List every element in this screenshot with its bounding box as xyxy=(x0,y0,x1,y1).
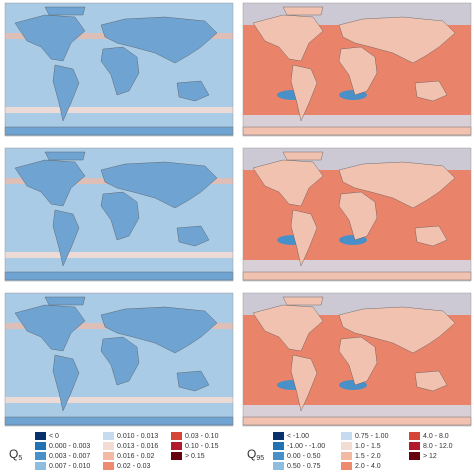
legend-swatch xyxy=(409,452,420,460)
legend-title-sub: 5 xyxy=(18,455,22,462)
legend-swatch xyxy=(35,452,46,460)
legend-label: 0.00 - 0.50 xyxy=(287,453,321,460)
frame xyxy=(242,292,472,427)
legend-label: 1.0 - 1.5 xyxy=(355,443,381,450)
legend-swatch xyxy=(35,462,46,470)
legend-swatch xyxy=(35,432,46,440)
legend-label: 0.013 - 0.016 xyxy=(117,443,158,450)
legend-swatch xyxy=(341,462,352,470)
legend-swatch xyxy=(273,442,284,450)
map-panel xyxy=(242,147,472,282)
frame xyxy=(242,147,472,282)
legend-swatch xyxy=(341,452,352,460)
legend-swatch xyxy=(171,442,182,450)
legend-label: 0.000 - 0.003 xyxy=(49,443,90,450)
legend-label: 0.10 - 0.15 xyxy=(185,443,219,450)
frame xyxy=(242,2,472,137)
legend-label: 0.02 - 0.03 xyxy=(117,463,151,470)
legend-title: Q95 xyxy=(247,447,264,462)
legend-label: < 0 xyxy=(49,433,59,440)
frame xyxy=(4,2,234,137)
legend-swatch xyxy=(341,432,352,440)
legend-title: Q5 xyxy=(9,447,22,462)
map-panel xyxy=(4,292,234,427)
legend-swatch xyxy=(409,442,420,450)
legend-label: 4.0 - 8.0 xyxy=(423,433,449,440)
legend-swatch xyxy=(103,462,114,470)
legend-swatch xyxy=(103,452,114,460)
map-panel xyxy=(4,147,234,282)
map-panel xyxy=(242,2,472,137)
legend-label: > 12 xyxy=(423,453,437,460)
legend-label: 0.50 - 0.75 xyxy=(287,463,321,470)
legend-swatch xyxy=(171,432,182,440)
legend-label: 2.0 - 4.0 xyxy=(355,463,381,470)
band xyxy=(5,107,233,113)
legend-label: < -1.00 xyxy=(287,433,309,440)
legend-title-main: Q xyxy=(9,447,18,461)
legend-label: -1.00 - -1.00 xyxy=(287,443,325,450)
band xyxy=(5,252,233,258)
band xyxy=(5,397,233,403)
legend-label: 8.0 - 12.0 xyxy=(423,443,453,450)
legend-swatch xyxy=(273,462,284,470)
legend-label: 0.03 - 0.10 xyxy=(185,433,219,440)
legend-swatch xyxy=(103,432,114,440)
legend-label: 1.5 - 2.0 xyxy=(355,453,381,460)
legend-swatch xyxy=(273,432,284,440)
legend-title-main: Q xyxy=(247,447,256,461)
legend-swatch xyxy=(273,452,284,460)
legend-label: 0.010 - 0.013 xyxy=(117,433,158,440)
frame xyxy=(4,147,234,282)
legend-label: > 0.15 xyxy=(185,453,205,460)
legend-swatch xyxy=(341,442,352,450)
legend-swatch xyxy=(409,432,420,440)
legend-label: 0.75 - 1.00 xyxy=(355,433,389,440)
legend-title-sub: 95 xyxy=(256,455,264,462)
legend-label: 0.016 - 0.02 xyxy=(117,453,154,460)
legend-swatch xyxy=(171,452,182,460)
legend-swatch xyxy=(35,442,46,450)
frame xyxy=(4,292,234,427)
legend-swatch xyxy=(103,442,114,450)
legend-label: 0.003 - 0.007 xyxy=(49,453,90,460)
legend-label: 0.007 - 0.010 xyxy=(49,463,90,470)
map-panels xyxy=(4,2,472,427)
map-panel xyxy=(4,2,234,137)
map-panel xyxy=(242,292,472,427)
